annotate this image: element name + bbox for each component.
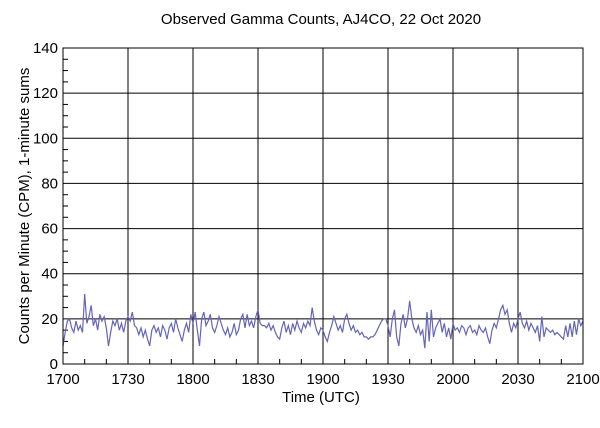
tick-layer [63, 58, 562, 364]
x-tick-label: 1800 [176, 371, 209, 388]
x-tick-label: 1830 [241, 371, 274, 388]
tick-labels-layer: 0 20 40 60 80 100 120 140 1700 1730 1800 1830 1900 19… [33, 40, 600, 388]
x-tick-label: 2000 [436, 371, 469, 388]
y-tick-label: 40 [41, 266, 58, 283]
y-tick-label: 120 [33, 85, 58, 102]
x-axis-label: Time (UTC) [282, 389, 360, 406]
y-axis-label: Counts per Minute (CPM), 1-minute sums [16, 68, 33, 345]
y-tick-label: 100 [33, 130, 58, 147]
y-tick-label: 20 [41, 311, 58, 328]
y-tick-label: 60 [41, 221, 58, 238]
x-tick-label: 2100 [566, 371, 599, 388]
grid-layer [63, 48, 583, 364]
chart-title: Observed Gamma Counts, AJ4CO, 22 Oct 202… [161, 11, 481, 28]
y-tick-label: 140 [33, 40, 58, 57]
x-tick-label: 1730 [111, 371, 144, 388]
x-tick-label: 1700 [46, 371, 79, 388]
x-tick-label: 1930 [371, 371, 404, 388]
data-line [62, 293, 584, 349]
y-tick-label: 0 [50, 356, 58, 373]
x-tick-label: 2030 [501, 371, 534, 388]
plot-border [62, 47, 584, 365]
x-tick-label: 1900 [306, 371, 339, 388]
y-tick-label: 80 [41, 175, 58, 192]
